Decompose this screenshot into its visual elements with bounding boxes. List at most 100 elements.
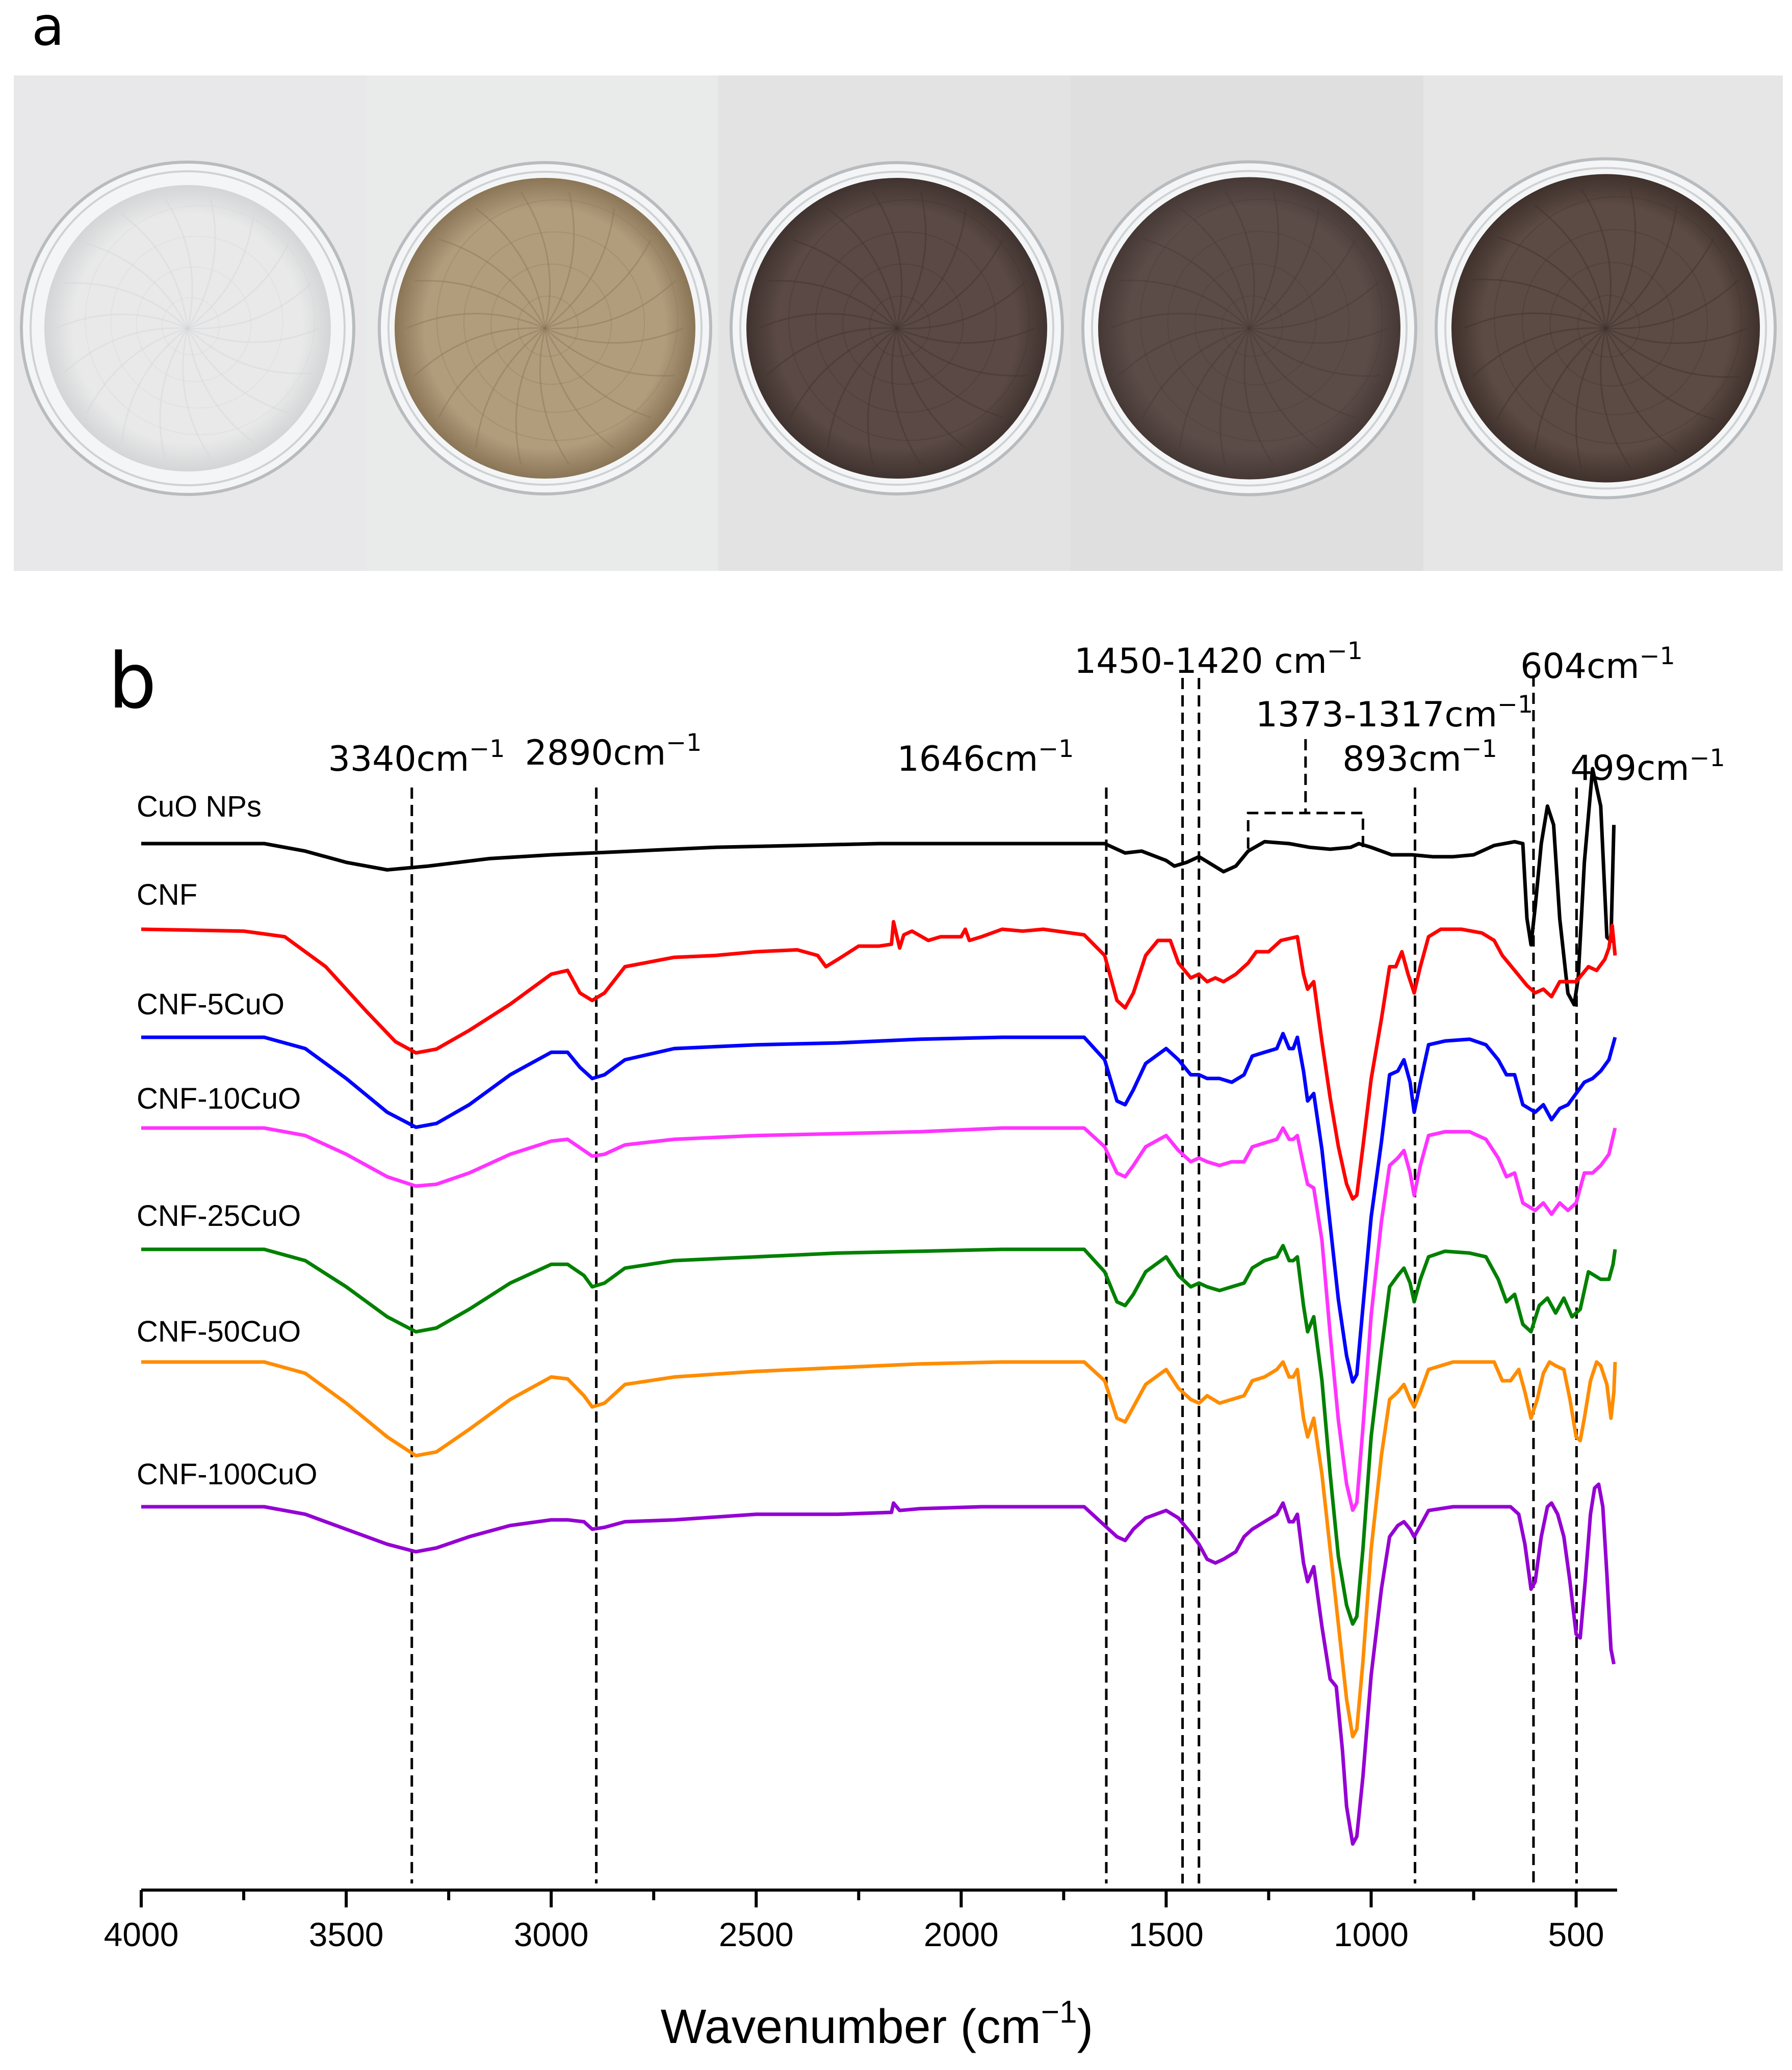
petri-dish-inner-rim [387, 171, 703, 486]
film-texture-line [1472, 278, 1606, 329]
film-texture-ring [788, 199, 1030, 441]
film-texture-line [867, 328, 898, 465]
film-texture-ring [161, 297, 220, 356]
film-texture-line [896, 239, 1004, 329]
series-group: CuO NPs CNF CNF-5CuO CNF-10CuO CNF-25CuO CNF-… [137, 767, 1617, 1846]
series-line-cnf-25cuo [141, 1244, 1617, 1626]
peak-label: 604cm−1 [1520, 642, 1675, 687]
film-texture-line [827, 207, 898, 329]
petri-dish-inner-rim [1444, 167, 1767, 490]
film-texture-line [1471, 327, 1606, 378]
film-texture-line [406, 312, 546, 329]
peak-label: 3340cm−1 [328, 735, 505, 779]
film-texture-line [187, 214, 254, 329]
film-texture-line [790, 327, 897, 418]
film-texture-line [891, 328, 922, 465]
film-texture-ring [1494, 196, 1742, 444]
annotation-lines: 3340cm−1 2890cm−1 1646cm−1 893cm−1 604cm−1 49… [328, 637, 1725, 1883]
film-texture-line [896, 327, 1035, 344]
film-texture-line [187, 328, 289, 414]
film-texture-line [164, 198, 193, 329]
film-texture-line [159, 328, 189, 458]
film-texture-line [55, 313, 188, 329]
series-label: CNF-50CuO [137, 1315, 301, 1348]
film-texture-line [872, 191, 903, 329]
film-texture-line [896, 327, 1027, 377]
x-tick-label: 1000 [1334, 1916, 1409, 1953]
film-texture-ring [110, 235, 283, 409]
film-texture-line [187, 328, 254, 443]
film-texture-line [1605, 328, 1677, 452]
film-texture-line [1249, 328, 1319, 450]
film-texture-line [544, 328, 652, 418]
peak-label: 499cm−1 [1570, 744, 1725, 789]
film-texture-line [187, 327, 320, 343]
film-texture-line [1118, 327, 1250, 377]
film-texture-line [896, 328, 1003, 418]
film-texture-ring [136, 266, 252, 382]
film-texture-line [1224, 191, 1255, 329]
film-texture-line [544, 328, 615, 449]
film-texture-line [896, 208, 967, 329]
film-texture-line [1575, 328, 1606, 468]
photo-strip [14, 75, 1783, 571]
film-texture-line [544, 192, 575, 329]
film-texture-ring [85, 205, 315, 435]
film-texture-line [1605, 327, 1748, 344]
series-label: CNF-10CuO [137, 1082, 301, 1115]
film-texture-ring [1140, 198, 1383, 442]
film-texture-ring [1222, 295, 1283, 357]
film-texture-ring [869, 296, 930, 357]
film-texture-line [1249, 328, 1356, 418]
film-texture-ring [1194, 263, 1317, 385]
film-texture-line [86, 243, 189, 329]
film-texture-line [544, 327, 676, 377]
film-texture-line [1243, 328, 1275, 466]
film-texture-line [1605, 328, 1715, 421]
film-texture-line [539, 328, 570, 465]
film-sample [1451, 174, 1760, 483]
x-tick-label: 1500 [1129, 1916, 1204, 1953]
film-texture-line [187, 282, 312, 329]
film-texture-line [1249, 327, 1389, 344]
film-texture-ring [1167, 231, 1350, 413]
film-texture-ring [1549, 262, 1674, 386]
film-texture-line [766, 327, 897, 376]
film-texture-ring [815, 231, 997, 413]
film-texture-line [1534, 327, 1606, 452]
film-texture-line [438, 239, 546, 329]
petri-dish-inner-rim [1091, 170, 1408, 487]
film-texture-line [63, 282, 189, 329]
x-tick-label: 2500 [719, 1916, 794, 1953]
film-texture-line [1496, 327, 1606, 420]
film-texture-line [1605, 327, 1739, 378]
film-texture-ring [490, 264, 612, 385]
film-texture-line [1580, 188, 1612, 329]
film-texture-line [86, 327, 188, 413]
photo-3 [718, 75, 1070, 571]
film-texture-line [826, 327, 897, 449]
series-label: CuO NPs [137, 790, 262, 823]
petri-dish-inner-rim [30, 170, 346, 486]
x-tick-label: 4000 [104, 1916, 179, 1953]
film-texture-line [1496, 236, 1606, 329]
film-texture-line [1142, 238, 1250, 329]
film-texture-ring [463, 231, 645, 413]
photo-4 [1070, 75, 1423, 571]
film-texture-line [758, 312, 897, 329]
film-texture-line [187, 243, 290, 329]
series-line-cnf [141, 920, 1617, 1201]
peak-range-label: 1450-1420 cm−1 [1074, 637, 1363, 682]
series-line-cnf-10cuo [141, 1126, 1617, 1512]
film-texture-line [1119, 279, 1250, 329]
film-texture-line [515, 328, 546, 465]
film-texture-line [121, 327, 188, 443]
peak-bracket-label: 1373-1317cm−1 [1256, 691, 1533, 735]
film-texture-line [414, 280, 546, 329]
petri-dish-inner-rim [739, 171, 1054, 486]
film-texture-line [187, 198, 216, 329]
film-texture-line [187, 327, 312, 375]
series-line-cnf-50cuo [141, 1360, 1617, 1739]
film-texture-line [1179, 327, 1250, 449]
